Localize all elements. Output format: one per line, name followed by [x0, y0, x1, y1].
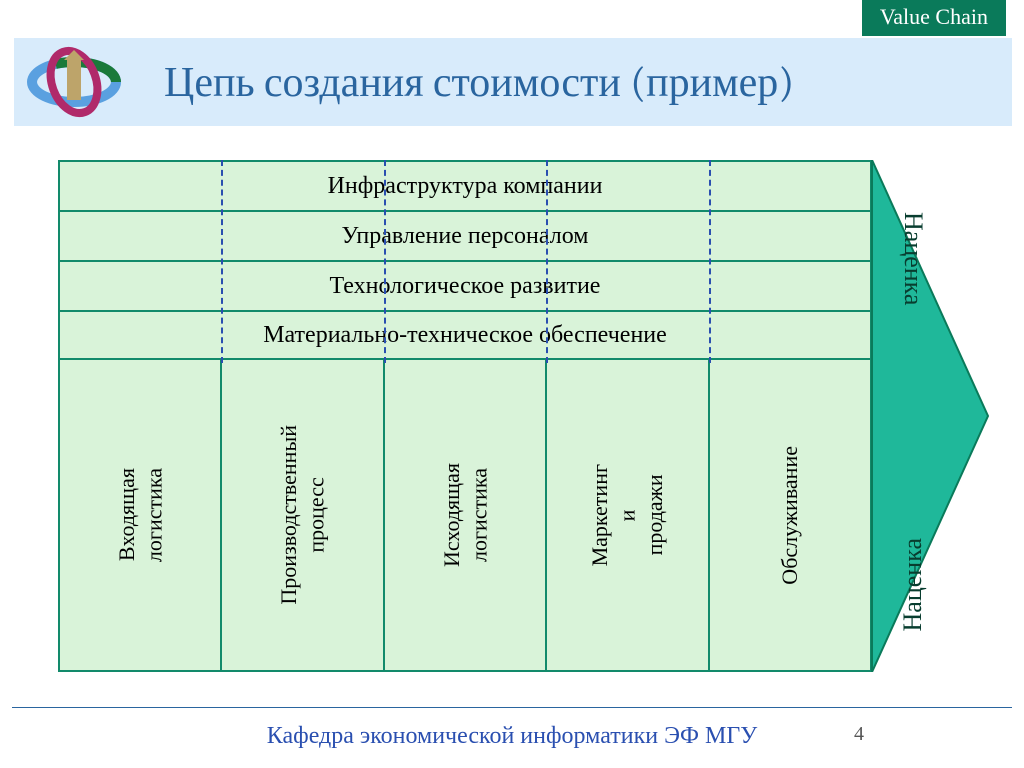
- margin-label-top: Наценка: [898, 212, 928, 305]
- support-label: Управление персоналом: [342, 223, 589, 250]
- support-row: Технологическое развитие: [58, 260, 872, 310]
- support-activities-block: Инфраструктура компании Управление персо…: [58, 160, 872, 360]
- corner-tag: Value Chain: [862, 0, 1006, 36]
- support-label: Инфраструктура компании: [328, 173, 603, 200]
- university-logo: [14, 38, 134, 126]
- value-chain-diagram: Инфраструктура компании Управление персо…: [58, 160, 988, 675]
- column-divider: [546, 160, 548, 363]
- primary-activities-block: Входящаялогистика Производственныйпроцес…: [58, 360, 872, 672]
- primary-label: Маркетингипродажи: [586, 464, 669, 566]
- column-divider: [709, 160, 711, 363]
- primary-cell: Исходящаялогистика: [383, 360, 545, 672]
- support-label: Технологическое развитие: [330, 273, 601, 300]
- support-row: Инфраструктура компании: [58, 160, 872, 210]
- margin-label-bottom: Наценка: [898, 538, 928, 631]
- support-row: Управление персоналом: [58, 210, 872, 260]
- column-divider: [221, 160, 223, 363]
- primary-cell: Производственныйпроцесс: [220, 360, 382, 672]
- support-row: Материально-техническое обеспечение: [58, 310, 872, 360]
- column-divider: [384, 160, 386, 363]
- margin-arrow-icon: [870, 160, 990, 672]
- header-band: Цепь создания стоимости (пример): [14, 38, 1012, 126]
- footer-divider: [12, 707, 1012, 708]
- primary-label: Входящаялогистика: [113, 468, 168, 562]
- primary-cell: Обслуживание: [708, 360, 872, 672]
- page-title: Цепь создания стоимости (пример): [134, 58, 794, 107]
- support-label: Материально-техническое обеспечение: [263, 322, 667, 349]
- primary-label: Производственныйпроцесс: [275, 425, 330, 605]
- primary-label: Исходящаялогистика: [438, 463, 493, 567]
- footer-text: Кафедра экономической информатики ЭФ МГУ: [0, 723, 1024, 750]
- primary-cell: Входящаялогистика: [58, 360, 220, 672]
- primary-cell: Маркетингипродажи: [545, 360, 707, 672]
- primary-label: Обслуживание: [776, 446, 804, 585]
- page-number: 4: [854, 723, 864, 746]
